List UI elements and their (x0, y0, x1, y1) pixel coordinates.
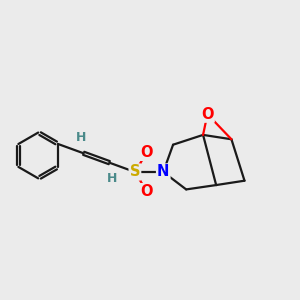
Text: H: H (107, 172, 117, 185)
Text: O: O (141, 184, 153, 199)
Text: N: N (157, 164, 170, 179)
Text: S: S (130, 164, 140, 179)
Text: O: O (141, 145, 153, 160)
Text: O: O (201, 107, 214, 122)
Text: H: H (76, 131, 86, 144)
